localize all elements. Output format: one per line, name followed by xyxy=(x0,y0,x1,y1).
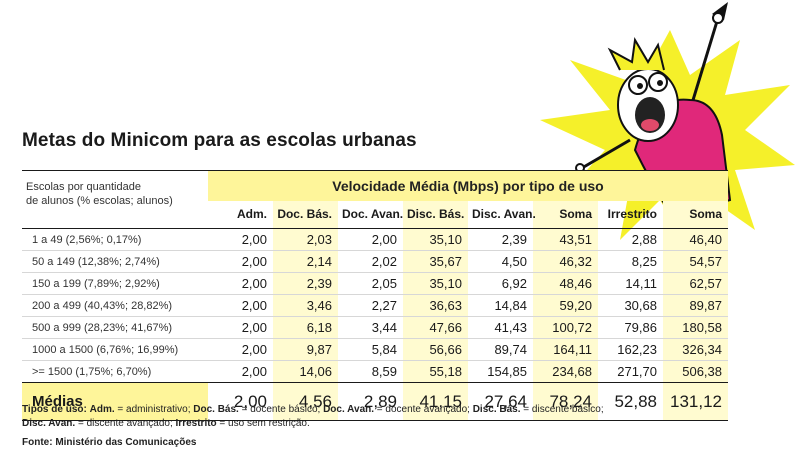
table-cell: 35,10 xyxy=(403,272,468,295)
averages-row: Médias 2,00 4,56 2,89 41,15 27,64 78,24 … xyxy=(22,382,728,421)
table-cell: 2,89 xyxy=(338,382,403,421)
table-cell: 35,10 xyxy=(403,228,468,251)
table-cell: 30,68 xyxy=(598,294,663,317)
table-cell: 41,43 xyxy=(468,316,533,339)
table-cell: 162,23 xyxy=(598,338,663,361)
table-cell: 2,00 xyxy=(208,272,273,295)
table-cell: 506,38 xyxy=(663,360,728,383)
table-cell: 8,25 xyxy=(598,250,663,273)
table-cell: 14,84 xyxy=(468,294,533,317)
table-cell: 2,00 xyxy=(208,316,273,339)
table-row: 200 a 499 (40,43%; 28,82%) 2,00 3,46 2,27 36… xyxy=(22,294,728,317)
table-cell: 271,70 xyxy=(617,364,657,379)
table-cell: 9,87 xyxy=(273,338,338,361)
table-cell: 59,20 xyxy=(533,294,598,317)
table-cell: 3,46 xyxy=(273,294,338,317)
table-cell: 47,66 xyxy=(403,316,468,339)
table-cell: 79,86 xyxy=(598,316,663,339)
table-cell: 78,24 xyxy=(533,382,598,421)
table-cell: 54,57 xyxy=(663,250,728,273)
table-row: 1000 a 1500 (6,76%; 16,99%) 2,00 9,87 5,84 5… xyxy=(22,338,728,361)
table-cell: 164,11 xyxy=(533,338,598,361)
row-label: 500 a 999 (28,23%; 41,67%) xyxy=(22,316,208,339)
table-cell: 100,72 xyxy=(533,316,598,339)
averages-label: Médias xyxy=(22,382,208,421)
column-header: Soma xyxy=(533,200,598,229)
table-cell: 180,58 xyxy=(663,316,728,339)
table-cell: 56,66 xyxy=(403,338,468,361)
table-body: 1 a 49 (2,56%; 0,17%) 2,00 2,03 2,00 35,10 2,… xyxy=(22,228,728,383)
usage-notes: Tipos de uso: Adm. = administrativo; Doc… xyxy=(22,404,604,429)
table-cell: 6,18 xyxy=(273,316,338,339)
table-cell: 326,34 xyxy=(663,338,728,361)
table-cell: 2,27 xyxy=(338,294,403,317)
table-cell: 131,12 xyxy=(663,382,728,421)
table-cell: 4,56 xyxy=(273,382,338,421)
table-cell: 89,87 xyxy=(663,294,728,317)
column-header: Irrestrito xyxy=(598,200,663,229)
table-cell: 8,59 xyxy=(371,364,397,379)
cartoon-character-raising-fist-icon xyxy=(540,2,795,250)
table-cell: 2,88 xyxy=(598,228,663,251)
table-row: 1 a 49 (2,56%; 0,17%) 2,00 2,03 2,00 35,10 2,… xyxy=(22,228,728,251)
table-row: 50 a 149 (12,38%; 2,74%) 2,00 2,14 2,02 35,6… xyxy=(22,250,728,273)
row-label: 200 a 499 (40,43%; 28,82%) xyxy=(22,294,208,317)
row-label: 50 a 149 (12,38%; 2,74%) xyxy=(22,250,208,273)
column-header: Adm. xyxy=(208,200,273,229)
table-cell: 46,40 xyxy=(663,228,728,251)
column-header: Disc. Bás. xyxy=(403,200,468,229)
row-label: >= 1500 (1,75%; 6,70%) xyxy=(32,365,152,378)
row-header-label: Escolas por quantidade de alunos (% esco… xyxy=(22,170,208,229)
table-cell: 43,51 xyxy=(533,228,598,251)
table-cell: 2,00 xyxy=(208,250,273,273)
table-cell: 46,32 xyxy=(533,250,598,273)
table-cell: 5,84 xyxy=(338,338,403,361)
table-cell: 89,74 xyxy=(468,338,533,361)
column-header: Doc. Avan. xyxy=(338,200,403,229)
column-header: Doc. Bás. xyxy=(273,200,338,229)
page-title: Metas do Minicom para as escolas urbanas xyxy=(22,130,417,151)
row-label: 1 a 49 (2,56%; 0,17%) xyxy=(22,228,208,251)
table-cell: 2,00 xyxy=(208,382,273,421)
table-cell: 234,68 xyxy=(533,360,598,383)
row-label: 150 a 199 (7,89%; 2,92%) xyxy=(22,272,208,295)
column-headers: Adm. Doc. Bás. Doc. Avan. Disc. Bás. Dis… xyxy=(22,200,728,229)
speed-table: Escolas por quantidade de alunos (% esco… xyxy=(22,170,728,421)
group-header: Velocidade Média (Mbps) por tipo de uso xyxy=(208,170,728,201)
table-cell: 52,88 xyxy=(598,382,663,421)
table-row: 150 a 199 (7,89%; 2,92%) 2,00 2,39 2,05 35,1… xyxy=(22,272,728,295)
table-cell: 14,11 xyxy=(598,272,663,295)
table-cell: 4,50 xyxy=(468,250,533,273)
source-note: Fonte: Ministério das Comunicações xyxy=(22,437,197,448)
table-cell: 2,03 xyxy=(273,228,338,251)
table-cell: 2,05 xyxy=(338,272,403,295)
table-cell: 2,14 xyxy=(273,250,338,273)
table-cell: 41,15 xyxy=(403,382,468,421)
table-cell: 3,44 xyxy=(338,316,403,339)
table-cell: 14,06 xyxy=(273,360,338,383)
table-cell: 154,85 xyxy=(487,364,527,379)
table-cell: 6,92 xyxy=(468,272,533,295)
table-cell: 36,63 xyxy=(403,294,468,317)
table-cell: 2,00 xyxy=(208,228,273,251)
column-header: Soma xyxy=(663,200,728,229)
table-cell: 35,67 xyxy=(403,250,468,273)
table-cell: 62,57 xyxy=(663,272,728,295)
table-row: >= 1500 (1,75%; 6,70%) 2,00 14,06 8,59 55,18… xyxy=(22,360,728,383)
row-label: 1000 a 1500 (6,76%; 16,99%) xyxy=(22,338,208,361)
table-cell: 2,39 xyxy=(273,272,338,295)
table-cell: 48,46 xyxy=(533,272,598,295)
table-cell: 2,00 xyxy=(241,364,267,379)
table-cell: 2,00 xyxy=(208,338,273,361)
table-cell: 55,18 xyxy=(403,360,468,383)
table-cell: 27,64 xyxy=(468,382,533,421)
table-cell: 2,00 xyxy=(208,294,273,317)
table-cell: 2,39 xyxy=(468,228,533,251)
column-header: Disc. Avan. xyxy=(468,200,536,229)
table-row: 500 a 999 (28,23%; 41,67%) 2,00 6,18 3,44 47… xyxy=(22,316,728,339)
table-cell: 2,00 xyxy=(338,228,403,251)
table-cell: 2,02 xyxy=(338,250,403,273)
